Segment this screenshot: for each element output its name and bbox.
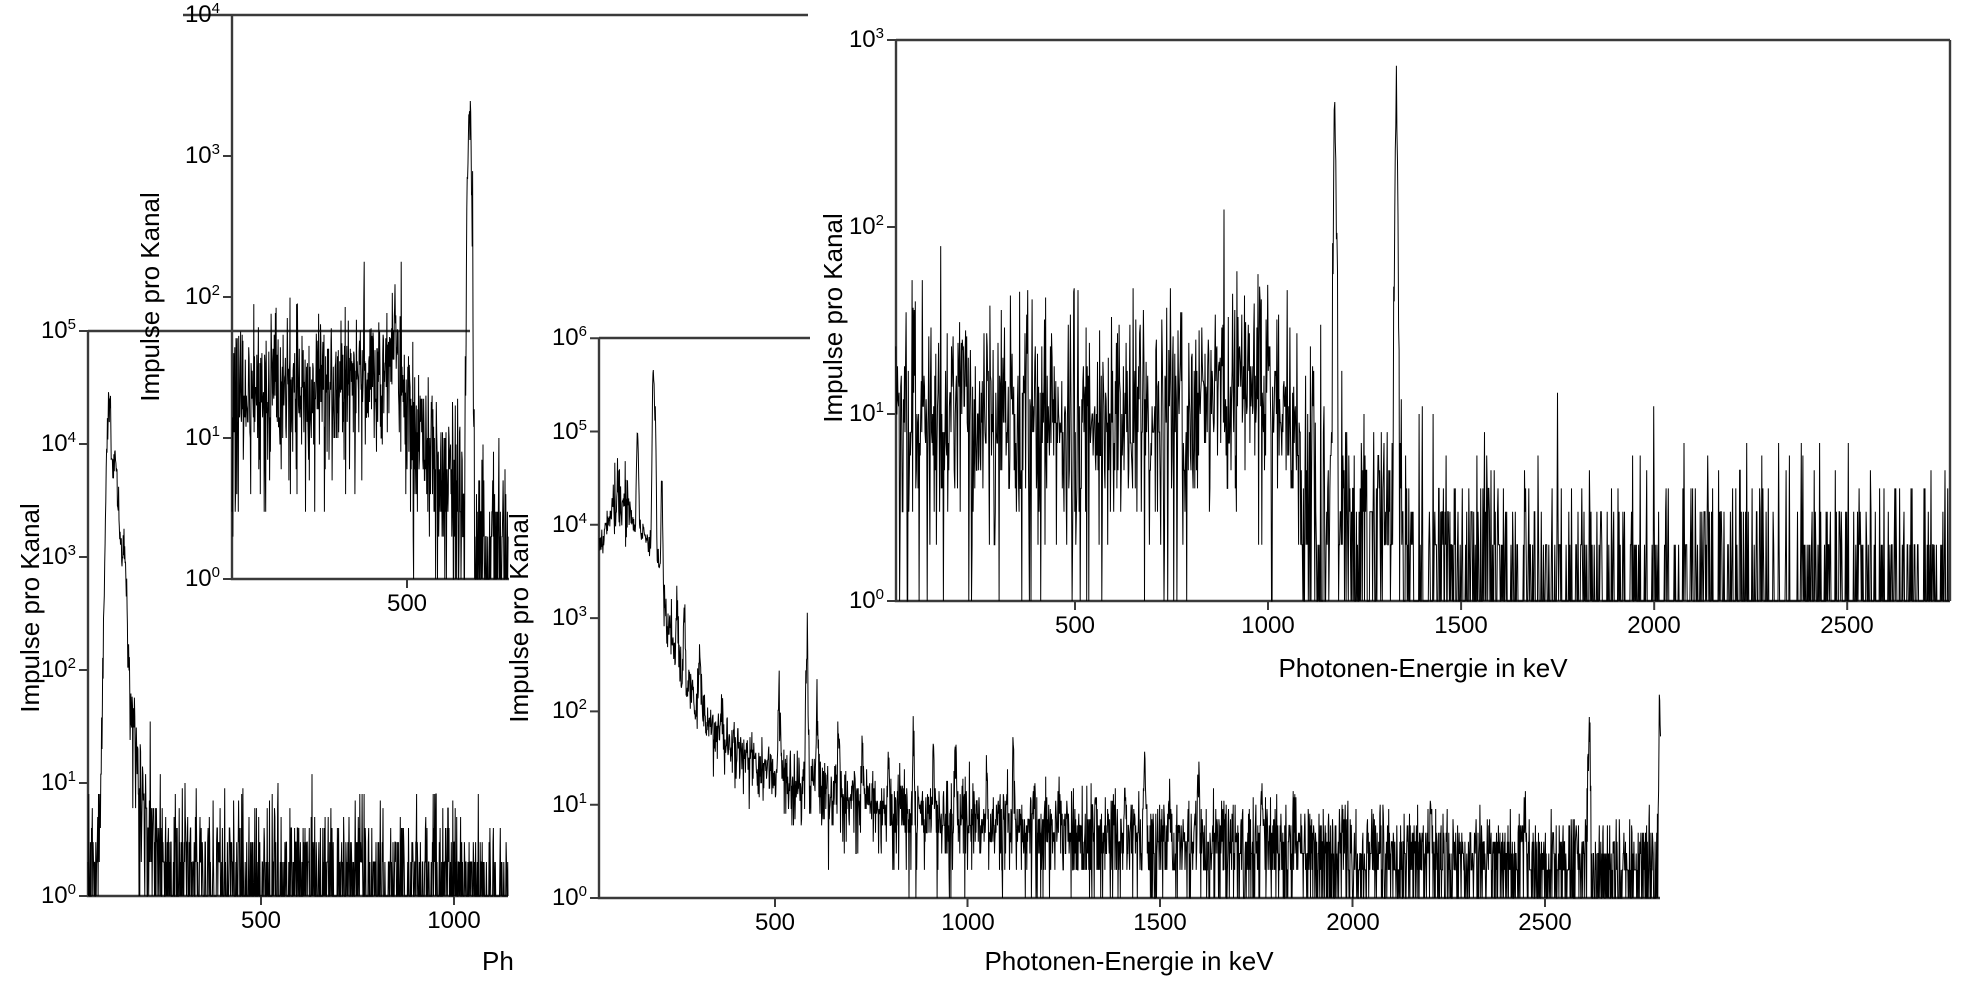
axis-ticks <box>223 14 408 588</box>
panel-spectrum-inset-top-left <box>183 13 808 588</box>
y-axis-label-inset-top-left: Impulse pro Kanal <box>135 192 165 402</box>
spectrum-trace <box>598 369 1661 899</box>
x-axis-label-main: Photonen-Energie in keV <box>984 946 1274 976</box>
y-axis-label-inset-top-right: Impulse pro Kanal <box>818 213 848 423</box>
x-axis-label-bottom-left-truncated: Ph <box>482 946 514 976</box>
spectrum-trace <box>87 392 509 897</box>
axis-ticks <box>590 337 1546 907</box>
panel-spectrum-inset-top-right <box>887 38 1952 610</box>
axis-ticks <box>79 330 455 905</box>
x-axis-label-inset-top-right: Photonen-Energie in keV <box>1278 653 1568 683</box>
axis-ticks <box>887 39 1849 610</box>
axis-frame <box>183 13 808 581</box>
spectrum-trace <box>895 65 1950 602</box>
panel-spectrum-bottom-left <box>79 329 509 905</box>
spectrum-trace <box>231 100 509 580</box>
panel-spectrum-main <box>590 336 1661 907</box>
y-axis-label-main: Impulse pro Kanal <box>504 513 534 723</box>
y-axis-label-bottom-left: Impulse pro Kanal <box>15 503 45 713</box>
